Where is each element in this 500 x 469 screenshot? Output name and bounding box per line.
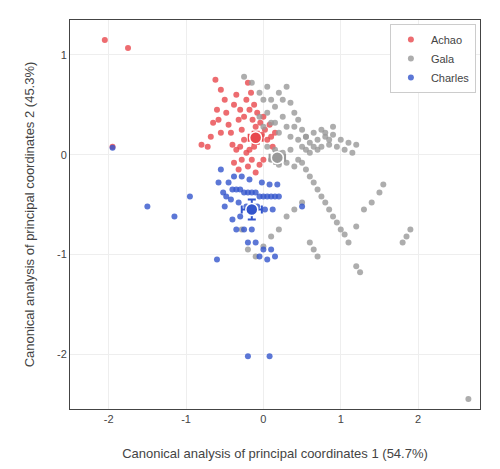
svg-text:-1: -1 (181, 413, 191, 425)
svg-text:-2: -2 (104, 413, 114, 425)
svg-text:2: 2 (415, 413, 421, 425)
svg-text:0: 0 (61, 149, 67, 161)
svg-text:Canonical analysis of principa: Canonical analysis of principal coordina… (122, 446, 428, 461)
svg-text:1: 1 (338, 413, 344, 425)
svg-text:Gala: Gala (431, 53, 455, 65)
svg-text:Charles: Charles (431, 72, 469, 84)
svg-text:Canonical analysis of principa: Canonical analysis of principal coordina… (22, 62, 37, 368)
svg-text:1: 1 (61, 49, 67, 61)
svg-text:-2: -2 (57, 348, 67, 360)
svg-text:0: 0 (260, 413, 266, 425)
svg-text:-1: -1 (57, 248, 67, 260)
svg-text:Achao: Achao (431, 34, 462, 46)
